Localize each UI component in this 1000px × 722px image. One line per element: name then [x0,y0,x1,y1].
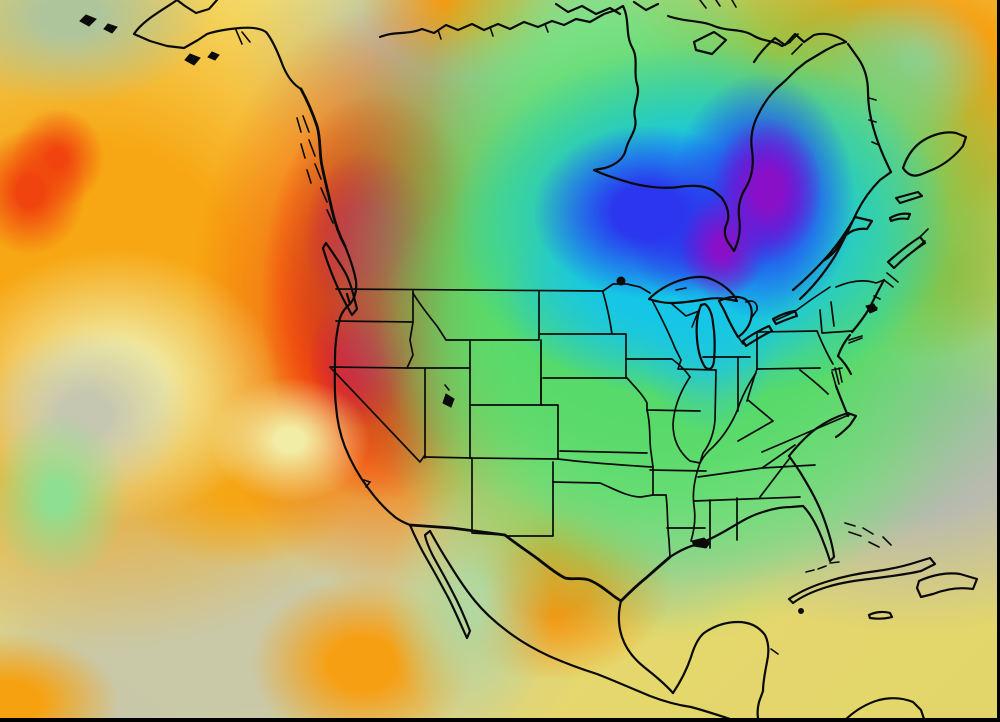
coastline-maritimes [884,214,928,287]
coastline-baffin-arctic [380,0,802,54]
state-borders-west [330,291,558,536]
coastline-caribbean [673,523,977,722]
coastline-bc-panhandle [297,89,357,318]
coastline-florida [789,456,839,572]
state-borders-east [694,302,852,548]
coastline-newfoundland-labrador [848,44,966,176]
coastline-st-lawrence [793,172,922,312]
great-lakes [443,277,797,407]
border-us-canada [336,280,884,320]
state-borders-midwest [652,300,756,463]
coastline-gulf [670,506,803,557]
coastline-se-atlantic [789,280,884,456]
coastline-hudson-bay [594,6,846,251]
border-us-mexico [410,525,673,693]
state-borders-plains [540,292,706,557]
coastline-alaska [80,0,301,89]
coastline-us-west [335,318,410,525]
coastline-baja-mexico [410,525,739,722]
